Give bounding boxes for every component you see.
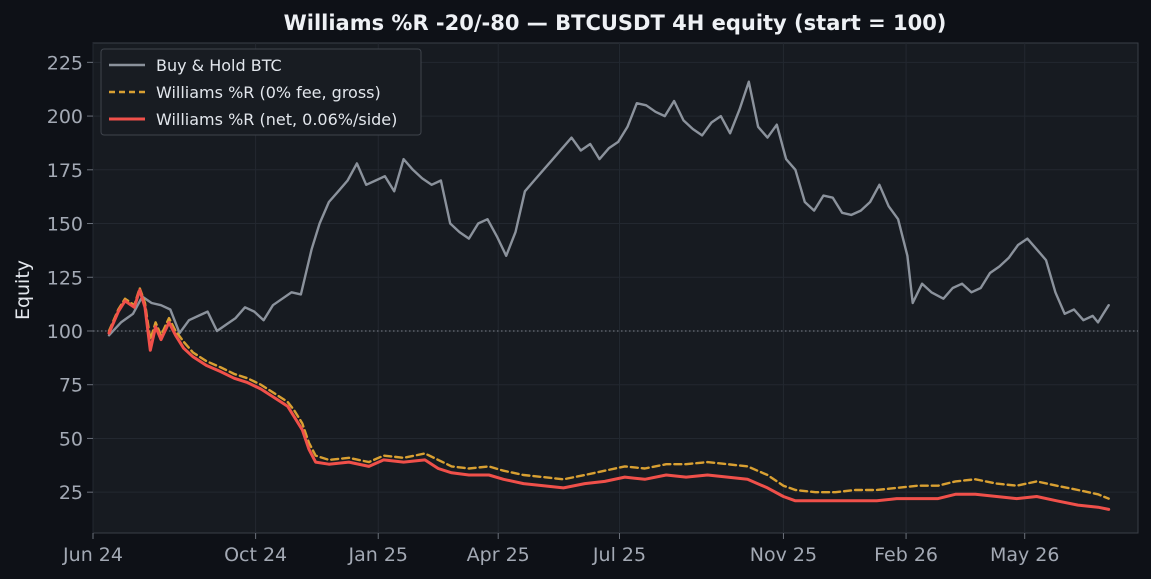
y-tick-label: 125: [47, 267, 83, 289]
y-tick-label: 225: [47, 52, 83, 74]
y-tick-label: 150: [47, 214, 83, 236]
chart-title: Williams %R -20/-80 — BTCUSDT 4H equity …: [284, 11, 947, 35]
x-tick-label: Jun 24: [62, 544, 123, 566]
y-tick-label: 100: [47, 321, 83, 343]
series-line-3: [107, 288, 1111, 511]
x-tick-label: Jul 25: [592, 544, 646, 566]
x-tick-label: Apr 25: [467, 544, 530, 566]
y-tick-label: 50: [59, 428, 83, 450]
x-tick-label: Oct 24: [224, 544, 287, 566]
legend-label: Williams %R (net, 0.06%/side): [156, 110, 397, 129]
x-axis: Jun 24 Oct 24 Jan 25 Apr 25 Jul 25 Nov 25 Feb …: [62, 533, 1059, 566]
series-line-1: [107, 80, 1110, 337]
x-tick-label: Nov 25: [750, 544, 817, 566]
legend: Buy & Hold BTC Williams %R (0% fee, gross…: [100, 48, 422, 136]
y-tick-label: 25: [59, 482, 83, 504]
y-tick-label: 200: [47, 106, 83, 128]
x-tick-label: Feb 26: [874, 544, 938, 566]
y-axis: 25 50 75 100 125 150 175 200 225: [47, 52, 93, 504]
y-tick-label: 175: [47, 160, 83, 182]
series-lines: [107, 80, 1111, 511]
series-line-2: [107, 286, 1110, 500]
legend-label: Williams %R (0% fee, gross): [156, 83, 381, 102]
x-tick-label: Jan 25: [347, 544, 408, 566]
legend-label: Buy & Hold BTC: [156, 56, 282, 75]
x-tick-label: May 26: [990, 544, 1060, 566]
y-axis-label: Equity: [12, 260, 34, 320]
y-tick-label: 75: [59, 375, 83, 397]
legend-box: [100, 48, 422, 136]
